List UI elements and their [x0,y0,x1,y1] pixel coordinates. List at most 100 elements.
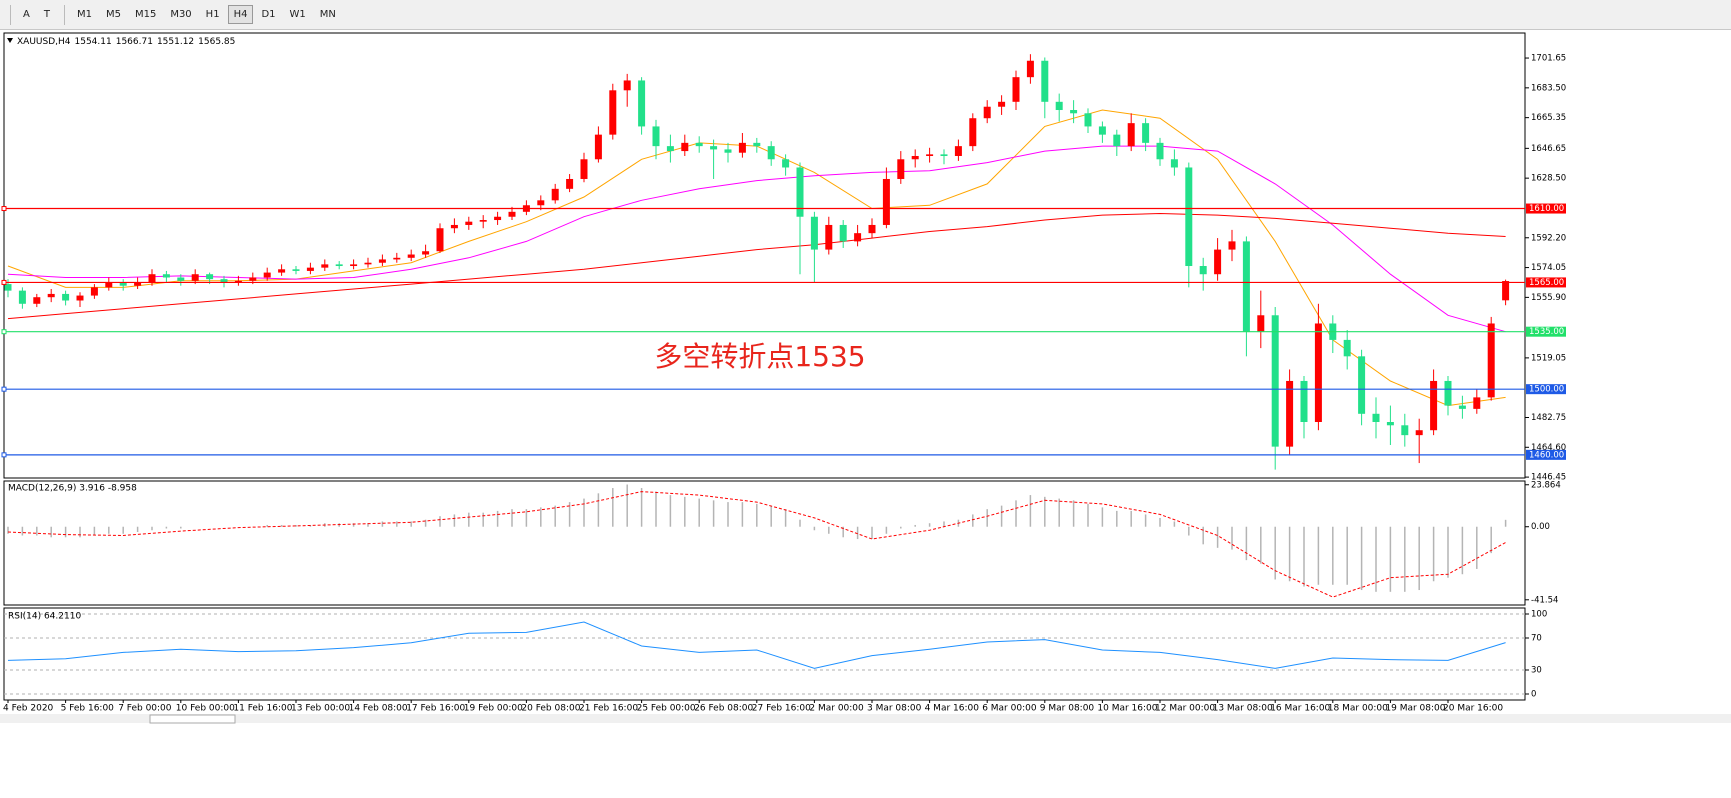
candle-body [911,155,919,160]
x-tick-label: 20 Mar 16:00 [1443,704,1503,714]
x-tick-label: 12 Mar 00:00 [1155,704,1215,714]
candle-body [234,280,242,283]
candle-body [1473,397,1481,409]
timeframe-button[interactable]: MN [319,9,336,20]
candle-body [393,257,401,260]
x-tick-label: 27 Feb 16:00 [752,704,811,714]
y-tick-label: 1701.65 [1531,54,1566,64]
candle-body [1343,339,1351,357]
timeframe-button[interactable]: M1 [76,9,92,20]
candle-body [119,282,127,286]
candle-body [134,282,142,286]
timeframe-button[interactable]: M5 [105,9,121,20]
candle-body [782,159,790,168]
candle-body [292,269,300,271]
candle-body [983,106,991,119]
separator [63,4,65,25]
header-value: 1551.12 [157,37,194,47]
timeframe-button[interactable]: D1 [261,9,276,20]
candle-body [1372,413,1380,423]
timeframe-button[interactable]: M15 [134,9,157,20]
candle-body [278,269,286,273]
candle-body [695,142,703,147]
level-label-box [1526,277,1566,288]
candle-body [1271,315,1279,447]
level-label: 1460.00 [1529,450,1564,460]
x-tick-label: 6 Mar 00:00 [982,704,1037,714]
candle-body [1502,281,1510,301]
candle-body [796,167,804,217]
candle-body [1415,430,1423,436]
pane-title: RSI(14) 64.2110 [8,612,81,622]
candle-body [897,159,905,179]
candle-body [738,142,746,153]
header-arrow [7,38,13,43]
candle-body [1444,380,1452,406]
candle-body [623,80,631,91]
candle-body [436,228,444,252]
tool-button[interactable]: T [43,9,50,20]
y-tick-label: 1519.05 [1531,353,1566,363]
y-tick-label: 30 [1531,666,1542,676]
candle-body [105,282,113,288]
chart-header: XAUUSD,H4 1554.11 1566.71 1551.12 1565.85 [17,37,235,47]
candle-body [1358,356,1366,414]
level-handle [1,452,7,458]
x-tick-label: 25 Feb 00:00 [637,704,696,714]
x-tick-label: 18 Mar 00:00 [1328,704,1388,714]
x-tick-label: 17 Feb 16:00 [406,704,465,714]
x-tick-label: 10 Feb 00:00 [176,704,235,714]
timeframe-button[interactable]: W1 [289,9,306,20]
candle-body [1127,123,1135,147]
x-tick-label: 3 Mar 08:00 [867,704,922,714]
candle-body [926,154,934,156]
candle-body [839,224,847,242]
candle-body [62,293,70,301]
candle-body [854,233,862,242]
candle-body [566,178,574,189]
timeframe-button[interactable]: M30 [170,9,192,20]
candle-body [681,142,689,152]
x-tick-label: 13 Mar 08:00 [1213,704,1273,714]
timeframe-button[interactable]: H4 [227,5,254,24]
x-tick-label: 5 Feb 16:00 [61,704,115,714]
candle-body [954,146,962,156]
candle-body [940,154,948,156]
header-value: 1565.85 [198,37,235,47]
candle-body [551,188,559,201]
level-label-box [1526,384,1566,395]
header-value: 1566.71 [116,37,153,47]
y-tick-label: 1464.60 [1531,443,1566,453]
separator [10,4,11,25]
candle-body [220,279,228,283]
tool-button[interactable]: A [23,9,30,20]
candle-body [1098,126,1106,135]
y-tick-label: 1592.20 [1531,233,1566,243]
timeframe-button[interactable]: H1 [205,9,220,20]
candle-body [1026,60,1034,78]
toolbar: A T M1 M5 M15 M30 H1 H4 D1 W1 MN [0,0,1731,30]
candle-body [47,293,55,298]
candle-body [710,146,718,150]
annotation: 多空转折点1535 [654,340,865,373]
x-tick-label: 11 Feb 16:00 [233,704,292,714]
candle-body [1300,380,1308,423]
y-tick-label: 1628.50 [1531,174,1566,184]
candle-body [321,264,329,268]
candle-body [1242,241,1250,332]
y-tick-label: 1482.75 [1531,413,1566,423]
y-tick-label: 0 [1531,690,1536,700]
level-handle [1,206,7,212]
candle-body [969,118,977,147]
candle-body [825,224,833,250]
candle-body [1228,241,1236,250]
level-label: 1610.00 [1529,204,1564,214]
candle-body [508,211,516,217]
candle-body [724,149,732,153]
candle-body [378,259,386,263]
x-tick-label: 19 Feb 00:00 [464,704,523,714]
candle-body [1012,77,1020,102]
candle-body [868,224,876,234]
candle-body [450,224,458,229]
level-label: 1565.00 [1529,278,1564,288]
